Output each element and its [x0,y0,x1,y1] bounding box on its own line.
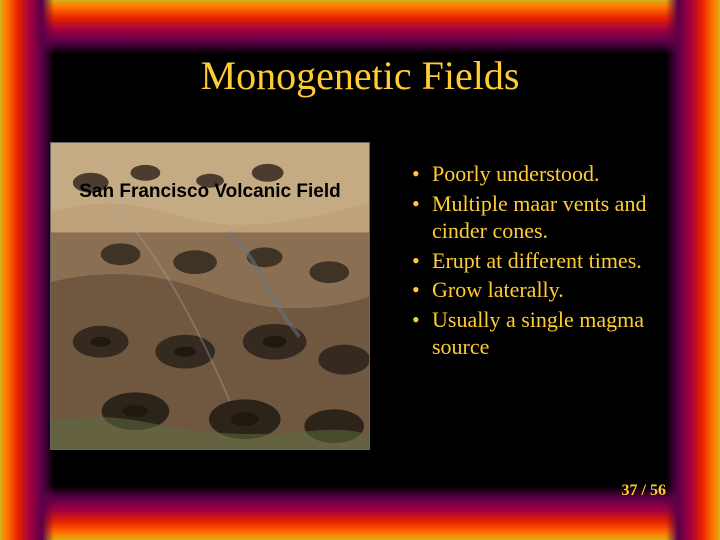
bullet-item: Usually a single magma source [410,306,670,361]
bullet-item: Grow laterally. [410,276,670,304]
bullet-item: Poorly understood. [410,160,670,188]
bullet-list: Poorly understood. Multiple maar vents a… [410,160,670,363]
volcanic-field-image: San Francisco Volcanic Field [50,142,370,450]
bullet-item: Erupt at different times. [410,247,670,275]
page-number: 37 / 56 [622,482,666,500]
bullet-item: Multiple maar vents and cinder cones. [410,190,670,245]
image-caption: San Francisco Volcanic Field [51,181,369,203]
slide-title: Monogenetic Fields [0,52,720,99]
